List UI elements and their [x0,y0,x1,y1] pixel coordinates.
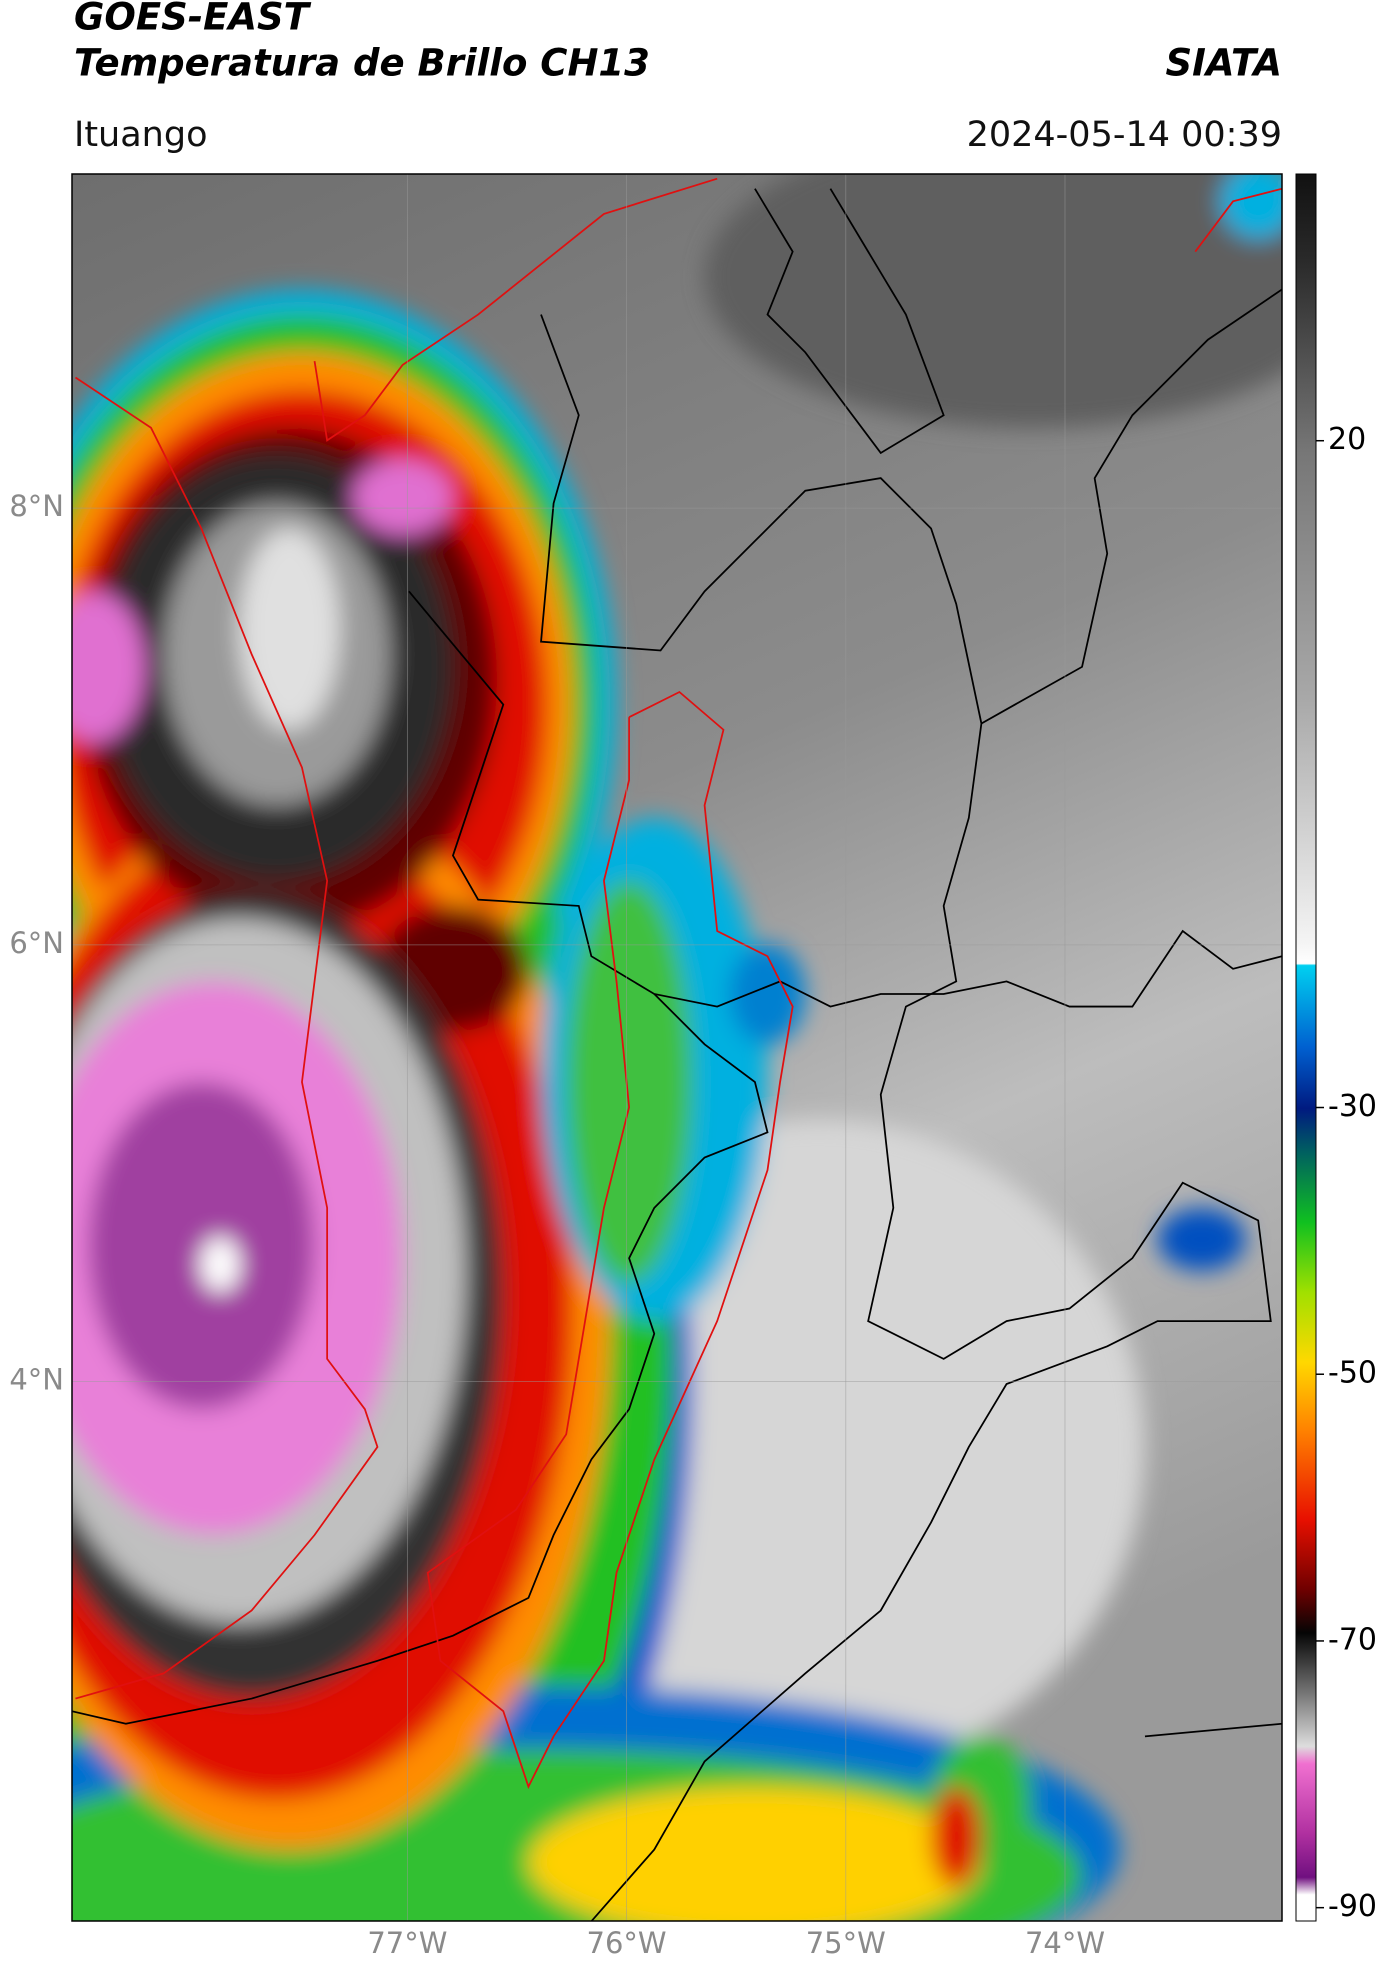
colorbar [1295,173,1317,1922]
cloud-systems [72,174,1282,1921]
y-tick-label: 8°N [9,489,64,523]
colorbar-tick-label: -70 [1328,1622,1377,1657]
y-tick-label: 6°N [9,926,64,960]
datetime: 2024-05-14 00:39 [967,115,1282,155]
x-tick-label: 77°W [367,1926,447,1960]
x-tick-label: 74°W [1025,1926,1105,1960]
x-tick-label: 75°W [806,1926,886,1960]
grid [72,174,1282,1921]
location: Ituango [74,115,208,155]
satellite-image [72,174,1282,1921]
colorbar-tick-label: 20 [1328,422,1366,457]
borders [72,177,1282,1921]
title: GOES-EAST [74,0,312,39]
x-tick-label: 76°W [587,1926,667,1960]
colorbar-tick-label: -90 [1328,1889,1377,1924]
y-tick-label: 4°N [9,1363,64,1397]
plot-frame [71,173,1283,1922]
source: SIATA [1165,42,1282,85]
subtitle: Temperatura de Brillo CH13 [74,42,650,85]
colorbar-tick-label: -30 [1328,1089,1377,1124]
colorbar-tick-label: -50 [1328,1356,1377,1391]
